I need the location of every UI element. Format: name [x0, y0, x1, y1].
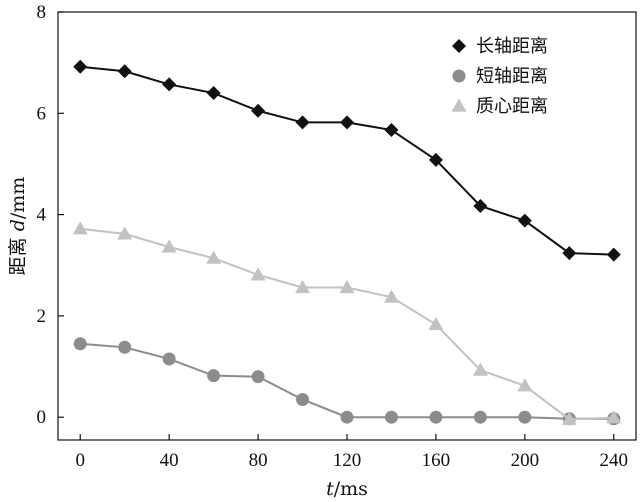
data-point — [162, 77, 177, 92]
data-point — [339, 280, 355, 294]
data-point — [383, 289, 399, 303]
data-point — [295, 115, 310, 130]
legend-item: 短轴距离 — [452, 66, 548, 87]
data-point — [206, 86, 221, 101]
series-1 — [73, 59, 621, 262]
series-line — [80, 65, 614, 256]
legend-label: 长轴距离 — [476, 36, 548, 57]
legend-marker — [452, 69, 466, 83]
legend-item: 质心距离 — [451, 96, 548, 117]
data-point — [517, 213, 532, 228]
data-point — [384, 410, 398, 424]
series-2 — [73, 337, 621, 426]
data-point — [428, 152, 443, 167]
data-point — [117, 64, 132, 79]
y-axis-label-unit: /mm — [7, 177, 29, 219]
data-point — [340, 410, 354, 424]
legend-label: 质心距离 — [476, 96, 548, 117]
data-point — [473, 198, 488, 213]
data-point — [73, 337, 87, 351]
data-point — [561, 411, 577, 425]
y-tick-label: 8 — [37, 2, 47, 23]
data-point — [250, 267, 266, 281]
x-tick-label: 40 — [160, 450, 179, 471]
series-3 — [72, 221, 622, 425]
x-tick-label: 160 — [422, 450, 451, 471]
x-axis-label-unit: /ms — [334, 478, 368, 500]
data-point — [429, 410, 443, 424]
data-point — [384, 123, 399, 138]
x-tick-label: 80 — [249, 450, 268, 471]
legend-marker — [452, 39, 466, 53]
data-point — [295, 280, 311, 294]
y-axis-ticks: 0 2 4 6 8 — [37, 2, 64, 428]
data-point — [606, 247, 621, 262]
data-point — [73, 59, 88, 74]
data-point — [562, 246, 577, 261]
legend-item: 长轴距离 — [452, 36, 548, 57]
y-tick-label: 4 — [37, 205, 47, 226]
data-point — [117, 226, 133, 240]
y-axis-label-text: 距离 — [7, 231, 29, 275]
data-point — [207, 369, 221, 383]
series-line — [80, 227, 614, 421]
x-tick-label: 200 — [511, 450, 540, 471]
y-axis-label: 距离 d/mm — [7, 177, 29, 276]
data-point — [296, 392, 310, 406]
data-point — [606, 410, 622, 424]
x-tick-label: 240 — [600, 450, 629, 471]
legend-label: 短轴距离 — [476, 66, 548, 87]
series-layer — [72, 59, 622, 426]
y-tick-label: 6 — [37, 103, 47, 124]
data-point — [340, 115, 354, 130]
y-tick-label: 2 — [37, 306, 47, 327]
legend-marker — [451, 98, 467, 112]
x-tick-label: 0 — [75, 450, 85, 471]
data-point — [472, 362, 488, 376]
y-axis-label-var: d — [7, 219, 29, 231]
data-point — [72, 221, 88, 235]
data-point — [118, 340, 132, 354]
data-point — [162, 352, 176, 366]
data-point — [161, 239, 177, 253]
x-tick-label: 120 — [333, 450, 362, 471]
data-point — [251, 370, 265, 384]
data-point — [473, 410, 487, 424]
x-axis-label: t/ms — [326, 478, 368, 500]
data-point — [206, 250, 222, 264]
x-axis-label-var: t — [326, 478, 334, 500]
series-line — [80, 342, 614, 420]
data-point — [428, 317, 444, 331]
data-point — [251, 103, 266, 118]
data-point — [518, 410, 532, 424]
y-tick-label: 0 — [37, 407, 47, 428]
x-axis-ticks: 0 40 80 120 160 200 240 — [75, 434, 628, 471]
data-point — [517, 378, 533, 392]
